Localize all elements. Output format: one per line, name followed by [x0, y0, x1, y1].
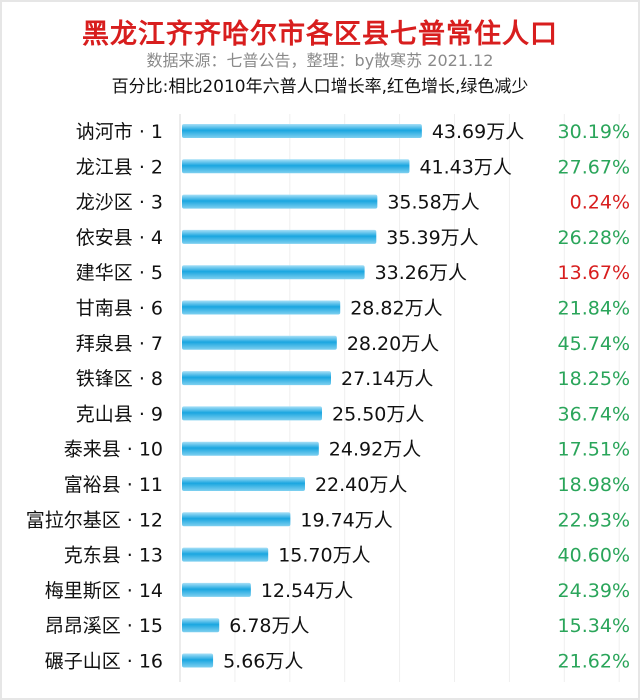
category-label: 克山县 · 9	[76, 403, 163, 425]
percent-label: 22.93%	[558, 509, 630, 531]
bar	[182, 159, 410, 174]
bar	[182, 265, 365, 280]
chart-note: 百分比:相比2010年六普人口增长率,红色增长,绿色减少	[111, 77, 529, 97]
bar	[182, 618, 220, 633]
category-label: 泰来县 · 10	[64, 439, 163, 461]
value-label: 28.20万人	[347, 333, 439, 355]
percent-label: 45.74%	[558, 333, 630, 355]
percent-label: 13.67%	[558, 262, 630, 284]
bar	[182, 512, 291, 527]
percent-label: 21.84%	[558, 298, 630, 320]
category-label: 梅里斯区 · 14	[45, 580, 163, 602]
bar	[182, 335, 337, 350]
category-label: 龙沙区 · 3	[76, 192, 163, 214]
category-label: 龙江县 · 2	[76, 156, 163, 178]
value-label: 12.54万人	[261, 580, 353, 602]
percent-label: 27.67%	[558, 156, 630, 178]
percent-label: 24.39%	[558, 580, 630, 602]
bar	[182, 406, 322, 421]
value-label: 24.92万人	[329, 439, 421, 461]
bar	[182, 124, 422, 138]
value-label: 19.74万人	[300, 509, 392, 531]
percent-label: 36.74%	[558, 403, 630, 425]
category-label: 拜泉县 · 7	[76, 333, 163, 355]
bar	[182, 194, 378, 209]
category-label: 克东县 · 13	[64, 545, 163, 567]
value-label: 35.58万人	[387, 192, 479, 214]
bar	[182, 371, 331, 386]
value-label: 5.66万人	[223, 651, 303, 673]
percent-label: 0.24%	[570, 192, 630, 214]
bar	[182, 300, 341, 315]
percent-label: 15.34%	[558, 615, 630, 637]
percent-label: 18.25%	[558, 368, 630, 390]
category-label: 铁锋区 · 8	[76, 368, 163, 390]
value-label: 25.50万人	[332, 403, 424, 425]
value-label: 15.70万人	[278, 545, 370, 567]
bar	[182, 229, 377, 244]
value-label: 43.69万人	[432, 121, 524, 143]
chart-title: 黑龙江齐齐哈尔市各区县七普常住人口	[82, 19, 558, 50]
percent-label: 21.62%	[558, 651, 630, 673]
bar	[182, 441, 319, 456]
category-label: 富拉尔基区 · 12	[26, 509, 163, 531]
value-label: 33.26万人	[375, 262, 467, 284]
category-label: 昂昂溪区 · 15	[45, 615, 163, 637]
value-label: 35.39万人	[386, 227, 478, 249]
category-label: 碾子山区 · 16	[45, 651, 163, 673]
category-label: 建华区 · 5	[76, 262, 163, 284]
bar	[182, 547, 269, 562]
value-label: 41.43万人	[419, 156, 511, 178]
category-label: 讷河市 · 1	[76, 121, 163, 143]
category-label: 依安县 · 4	[76, 227, 163, 249]
percent-label: 30.19%	[558, 121, 630, 143]
percent-label: 17.51%	[558, 439, 630, 461]
value-label: 6.78万人	[229, 615, 309, 637]
value-label: 22.40万人	[315, 474, 407, 496]
bar	[182, 653, 214, 668]
percent-label: 18.98%	[558, 474, 630, 496]
category-label: 甘南县 · 6	[76, 298, 163, 320]
bar	[182, 582, 251, 597]
value-label: 27.14万人	[341, 368, 433, 390]
percent-label: 26.28%	[558, 227, 630, 249]
value-label: 28.82万人	[350, 298, 442, 320]
category-label: 富裕县 · 11	[64, 474, 163, 496]
bar	[182, 477, 305, 491]
chart-subtitle: 数据来源：七普公告，整理：by散寒苏 2021.12	[146, 51, 494, 70]
percent-label: 40.60%	[558, 545, 630, 567]
